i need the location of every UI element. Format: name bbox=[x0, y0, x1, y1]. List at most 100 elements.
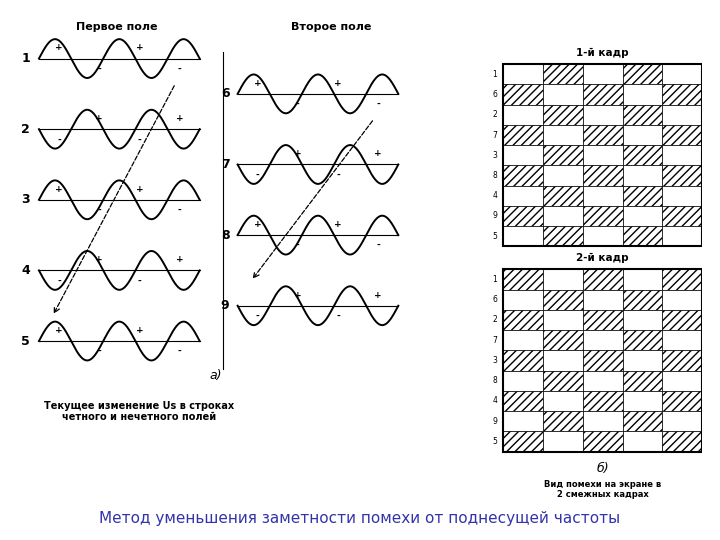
Bar bbox=[582, 411, 623, 431]
Bar bbox=[582, 226, 623, 246]
Bar bbox=[623, 186, 662, 206]
Bar bbox=[582, 370, 623, 391]
Bar bbox=[582, 84, 623, 105]
Bar bbox=[543, 105, 582, 125]
Bar bbox=[623, 64, 662, 84]
Text: 2: 2 bbox=[492, 110, 498, 119]
Text: +: + bbox=[374, 150, 382, 158]
Bar bbox=[582, 186, 623, 206]
Text: -: - bbox=[97, 65, 101, 74]
Bar bbox=[623, 289, 662, 310]
Text: 6: 6 bbox=[492, 90, 498, 99]
Bar bbox=[503, 350, 543, 370]
Bar bbox=[503, 165, 543, 186]
Bar bbox=[623, 431, 662, 451]
Bar bbox=[662, 411, 702, 431]
Bar bbox=[662, 206, 702, 226]
Text: +: + bbox=[334, 79, 342, 87]
Text: +: + bbox=[96, 114, 103, 123]
Bar bbox=[582, 350, 623, 370]
Bar bbox=[582, 145, 623, 165]
Bar bbox=[623, 330, 662, 350]
Bar bbox=[503, 145, 543, 165]
Text: 1: 1 bbox=[492, 275, 498, 284]
Bar bbox=[582, 391, 623, 411]
Bar bbox=[503, 206, 543, 226]
Bar bbox=[503, 226, 543, 246]
Bar bbox=[543, 64, 582, 84]
Text: +: + bbox=[135, 185, 143, 194]
Text: -: - bbox=[97, 206, 101, 215]
Bar bbox=[662, 105, 702, 125]
Bar bbox=[503, 186, 543, 206]
Text: 7: 7 bbox=[221, 158, 230, 171]
Text: 1: 1 bbox=[21, 52, 30, 65]
Bar bbox=[543, 289, 582, 310]
Text: 4: 4 bbox=[492, 396, 498, 406]
Text: 5: 5 bbox=[492, 437, 498, 446]
Text: 6: 6 bbox=[492, 295, 498, 304]
Bar bbox=[503, 105, 543, 125]
Bar bbox=[582, 64, 623, 84]
Bar bbox=[503, 125, 543, 145]
Text: 5: 5 bbox=[492, 232, 498, 241]
Bar bbox=[503, 64, 702, 246]
Text: +: + bbox=[96, 255, 103, 264]
Text: -: - bbox=[97, 347, 101, 356]
Text: 9: 9 bbox=[221, 299, 230, 312]
Bar bbox=[623, 125, 662, 145]
Bar bbox=[543, 370, 582, 391]
Bar bbox=[662, 269, 702, 289]
Bar bbox=[662, 350, 702, 370]
Bar bbox=[503, 370, 543, 391]
Bar bbox=[543, 391, 582, 411]
Bar bbox=[503, 289, 543, 310]
Text: -: - bbox=[138, 136, 141, 144]
Bar bbox=[582, 269, 623, 289]
Bar bbox=[503, 269, 543, 289]
Text: 6: 6 bbox=[221, 87, 230, 100]
Text: -: - bbox=[377, 100, 380, 109]
Text: 1: 1 bbox=[492, 70, 498, 79]
Bar bbox=[543, 431, 582, 451]
Bar bbox=[543, 145, 582, 165]
Text: +: + bbox=[55, 185, 63, 194]
Bar bbox=[662, 330, 702, 350]
Bar bbox=[582, 330, 623, 350]
Bar bbox=[582, 289, 623, 310]
Bar bbox=[503, 391, 543, 411]
Bar bbox=[582, 431, 623, 451]
Bar bbox=[623, 226, 662, 246]
Text: +: + bbox=[135, 326, 143, 335]
Bar bbox=[582, 165, 623, 186]
Bar bbox=[503, 310, 543, 330]
Bar bbox=[582, 105, 623, 125]
Text: -: - bbox=[57, 136, 61, 144]
Text: -: - bbox=[296, 241, 300, 250]
Bar bbox=[662, 370, 702, 391]
Text: +: + bbox=[176, 114, 184, 123]
Bar bbox=[623, 310, 662, 330]
Bar bbox=[623, 350, 662, 370]
Text: 8: 8 bbox=[221, 228, 230, 241]
Text: +: + bbox=[176, 255, 184, 264]
Bar bbox=[543, 350, 582, 370]
Text: 2: 2 bbox=[492, 315, 498, 325]
Bar bbox=[503, 269, 702, 451]
Bar bbox=[503, 330, 543, 350]
Bar bbox=[543, 84, 582, 105]
Text: 7: 7 bbox=[492, 336, 498, 345]
Text: +: + bbox=[374, 291, 382, 300]
Text: Текущее изменение Us в строках
четного и нечетного полей: Текущее изменение Us в строках четного и… bbox=[45, 401, 235, 422]
Text: 9: 9 bbox=[492, 417, 498, 426]
Text: б): б) bbox=[596, 462, 609, 475]
Bar bbox=[582, 206, 623, 226]
Bar bbox=[662, 289, 702, 310]
Bar bbox=[543, 206, 582, 226]
Text: Метод уменьшения заметности помехи от поднесущей частоты: Метод уменьшения заметности помехи от по… bbox=[99, 511, 621, 526]
Bar bbox=[623, 269, 662, 289]
Bar bbox=[503, 64, 543, 84]
Bar bbox=[623, 84, 662, 105]
Bar bbox=[662, 165, 702, 186]
Text: +: + bbox=[294, 150, 302, 158]
